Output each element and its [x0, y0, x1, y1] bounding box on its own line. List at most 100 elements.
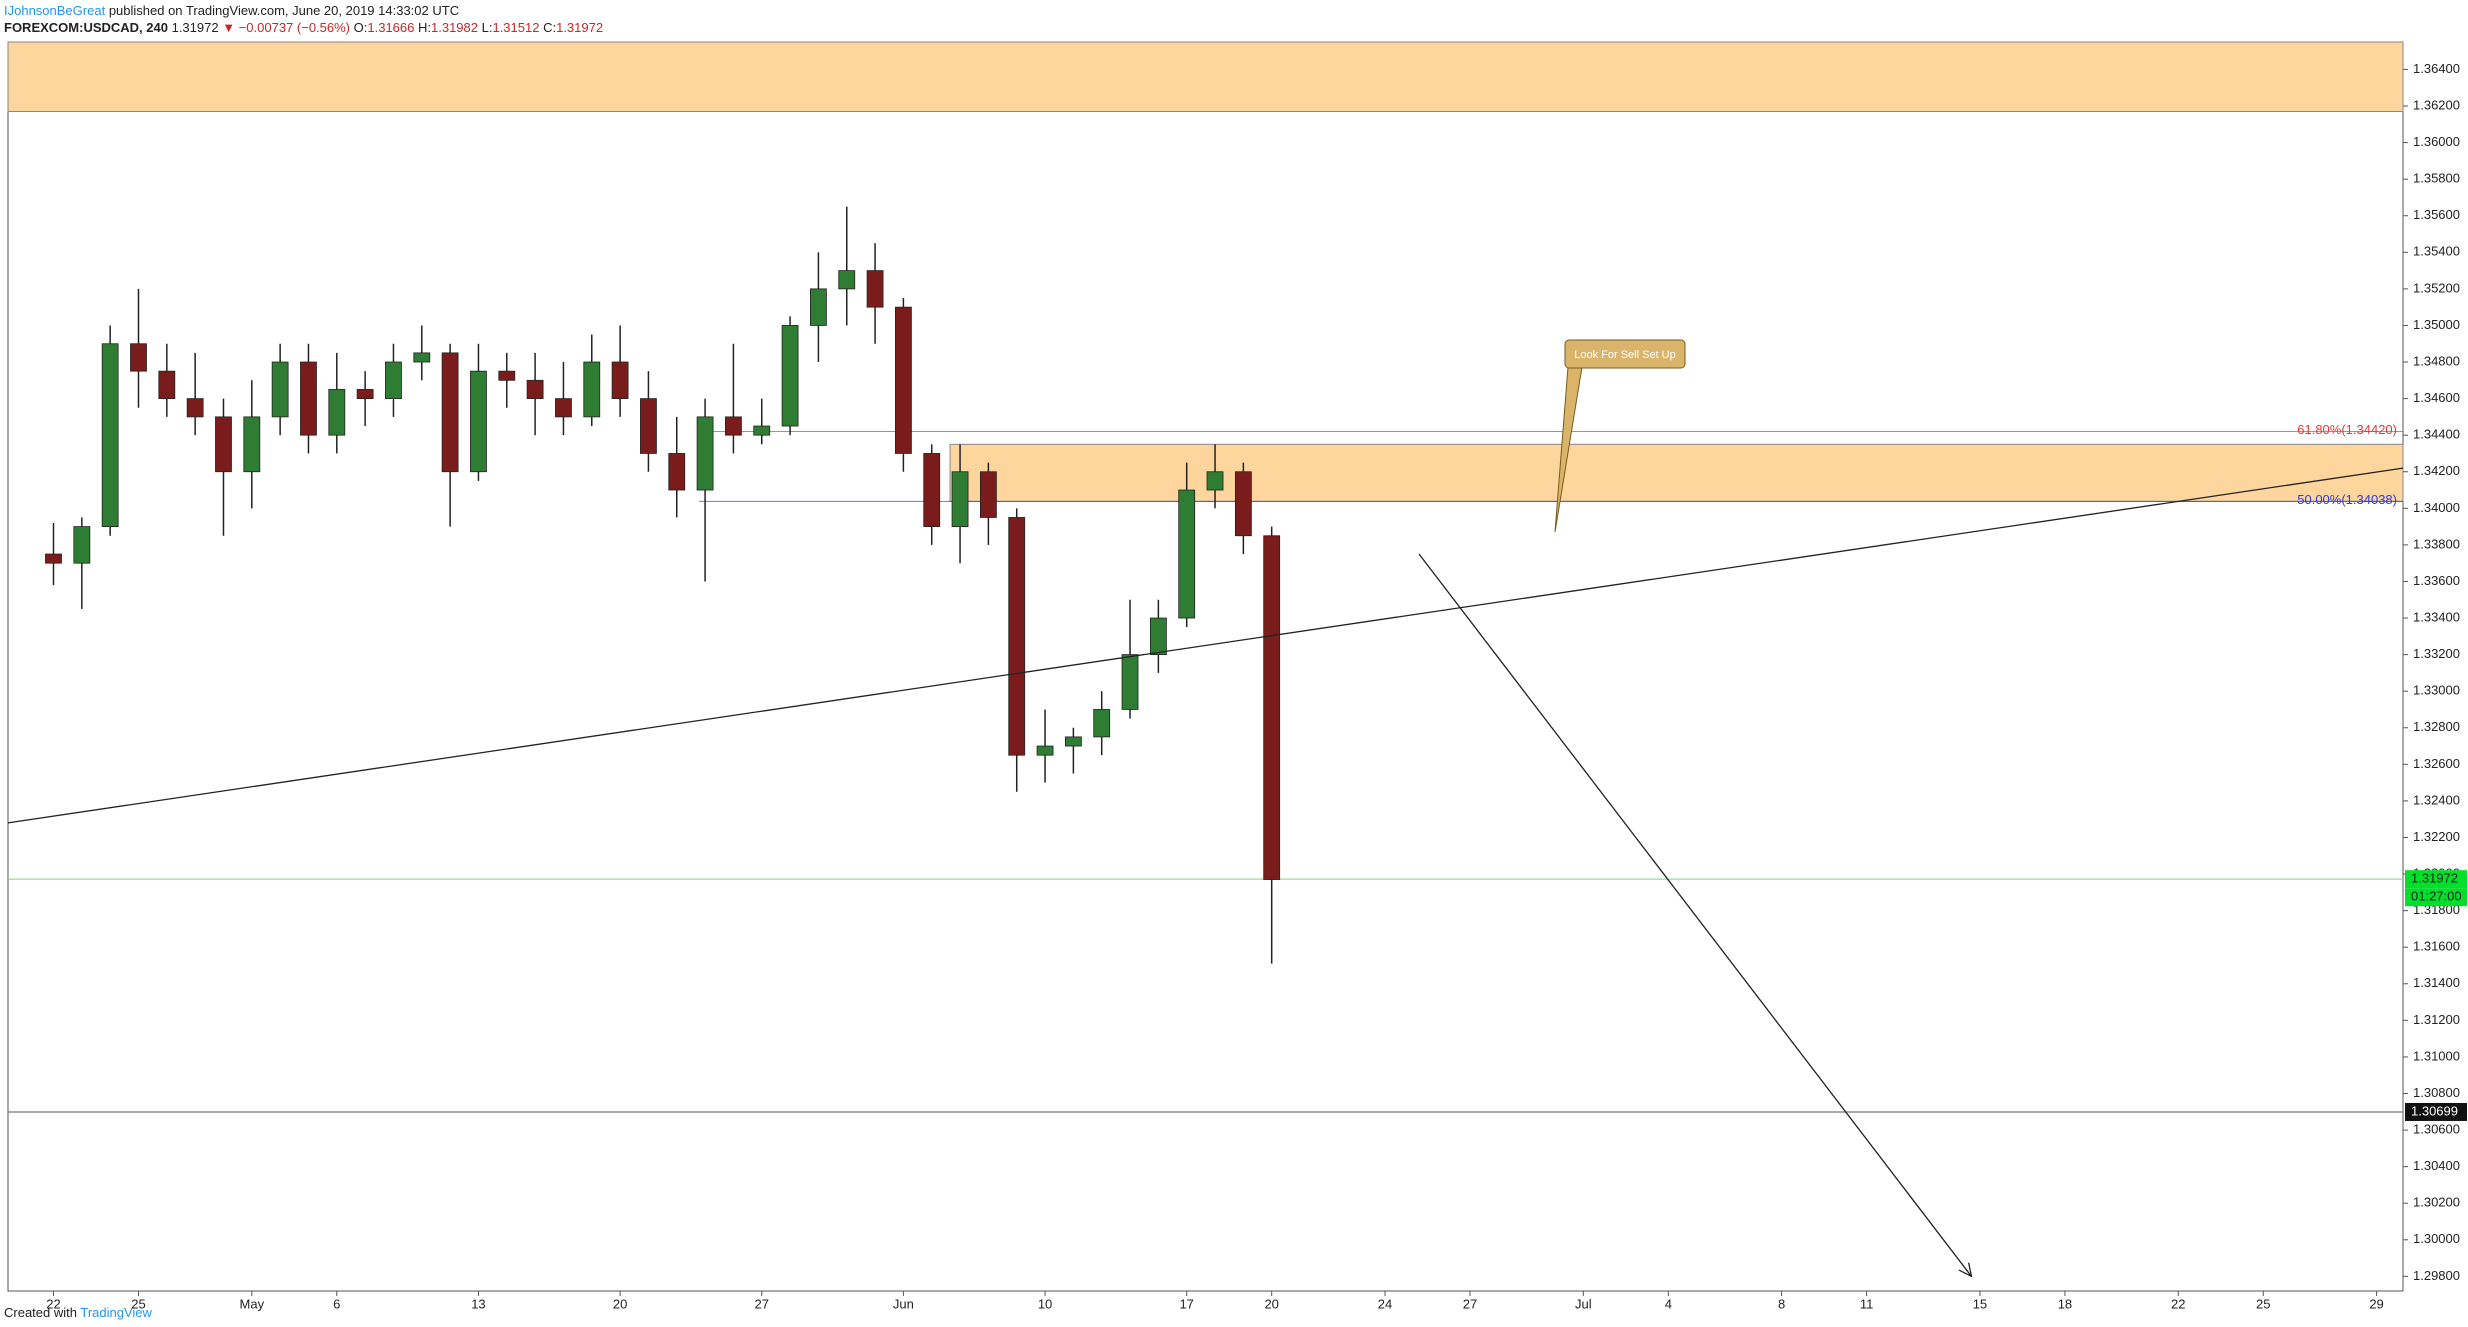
candle-body: [1093, 709, 1111, 738]
x-tick-label: 27: [755, 1296, 769, 1311]
candle-body: [1263, 535, 1281, 880]
y-tick-label: 1.34800: [2413, 353, 2460, 368]
y-tick-label: 1.32400: [2413, 792, 2460, 807]
candle-body: [725, 416, 742, 436]
candle-body: [1149, 617, 1167, 656]
candle-body: [498, 370, 516, 381]
x-tick-label: 6: [333, 1296, 340, 1311]
author[interactable]: IJohnsonBeGreat: [4, 3, 106, 18]
countdown-label: 01:27:00: [2411, 889, 2462, 904]
arrow: [1418, 553, 1972, 1277]
footer: Created with TradingView: [4, 1305, 153, 1320]
y-tick-label: 1.35400: [2413, 244, 2460, 259]
x-tick-label: 22: [2171, 1296, 2185, 1311]
y-tick-label: 1.30200: [2413, 1195, 2460, 1210]
candle-body: [640, 398, 657, 454]
candle-body: [668, 453, 686, 491]
y-tick-label: 1.30600: [2413, 1122, 2460, 1137]
ohlc-label: H:: [418, 20, 431, 35]
callout-box: [1564, 339, 1686, 369]
y-tick-label: 1.30800: [2413, 1085, 2460, 1100]
candle-body: [1036, 745, 1054, 756]
candle-body: [1121, 654, 1139, 710]
candle-body: [1008, 517, 1026, 756]
last: 1.31972: [172, 20, 219, 35]
footer-brand[interactable]: TradingView: [80, 1305, 152, 1320]
y-tick-label: 1.36000: [2413, 134, 2460, 149]
x-tick-label: Jun: [893, 1296, 914, 1311]
fib-label: 61.80%(1.34420): [2297, 422, 2397, 437]
candle-body: [45, 553, 62, 564]
trendline: [7, 467, 2404, 824]
candle-body: [1206, 471, 1224, 491]
candle-body: [215, 416, 232, 473]
candle-body: [1064, 736, 1082, 747]
y-tick-label: 1.35600: [2413, 207, 2460, 222]
ohlc-label: O:: [354, 20, 368, 35]
y-tick-label: 1.35800: [2413, 171, 2460, 186]
x-tick-label: 22: [46, 1296, 60, 1311]
y-tick-label: 1.35000: [2413, 317, 2460, 332]
x-tick-label: 25: [131, 1296, 145, 1311]
x-tick-label: 8: [1778, 1296, 1785, 1311]
candle-body: [158, 370, 176, 399]
zone: [949, 443, 2404, 502]
candle-body: [611, 361, 629, 399]
x-tick-label: 10: [1038, 1296, 1052, 1311]
y-tick-label: 1.31400: [2413, 975, 2460, 990]
ohlc-value: 1.31982: [431, 20, 478, 35]
y-tick-label: 1.33400: [2413, 609, 2460, 624]
y-tick-label: 1.33000: [2413, 683, 2460, 698]
y-tick-label: 1.33800: [2413, 536, 2460, 551]
ohlc-label: C:: [543, 20, 556, 35]
y-tick-label: 1.33600: [2413, 573, 2460, 588]
candle-body: [101, 343, 119, 528]
y-tick-label: 1.30400: [2413, 1158, 2460, 1173]
candle-body: [385, 361, 402, 399]
y-tick-label: 1.35200: [2413, 280, 2460, 295]
candle-body: [696, 416, 714, 491]
candle-body: [895, 306, 912, 454]
y-tick-label: 1.33200: [2413, 646, 2460, 661]
candle-body: [130, 343, 147, 372]
price-badge: [2405, 870, 2467, 889]
candle-body: [583, 361, 601, 418]
y-tick-label: 1.29800: [2413, 1268, 2460, 1283]
footer-created: Created with: [4, 1305, 77, 1320]
candle-body: [781, 325, 799, 427]
candle-body: [1178, 489, 1196, 619]
ohlc-value: 1.31512: [492, 20, 539, 35]
candle-body: [838, 270, 856, 290]
x-tick-label: 24: [1378, 1296, 1392, 1311]
level-badge: [2405, 1102, 2467, 1121]
x-tick-label: 25: [2256, 1296, 2270, 1311]
candle-body: [470, 370, 487, 473]
x-tick-label: 4: [1665, 1296, 1672, 1311]
y-tick-label: 1.34000: [2413, 500, 2460, 515]
candle-body: [243, 416, 261, 473]
x-tick-label: Jul: [1575, 1296, 1592, 1311]
ohlc-value: 1.31972: [556, 20, 603, 35]
plot-frame: [7, 41, 2404, 1292]
candle-body: [979, 471, 997, 518]
candle-body: [413, 352, 431, 363]
candle-body: [300, 361, 317, 436]
candle-body: [753, 425, 771, 436]
candle-body: [526, 379, 544, 399]
y-tick-label: 1.32800: [2413, 719, 2460, 734]
zone: [7, 41, 2404, 112]
candle-body: [328, 389, 346, 436]
fib-label: 50.00%(1.34038): [2297, 492, 2397, 507]
candle-body: [1234, 471, 1252, 537]
candle-body: [866, 270, 884, 308]
level-badge-label: 1.30699: [2411, 1103, 2458, 1118]
y-tick-label: 1.32200: [2413, 829, 2460, 844]
x-tick-label: 13: [471, 1296, 485, 1311]
y-tick-label: 1.34200: [2413, 463, 2460, 478]
y-tick-label: 1.34600: [2413, 390, 2460, 405]
y-tick-label: 1.31600: [2413, 939, 2460, 954]
x-tick-label: 20: [1264, 1296, 1278, 1311]
candle-body: [271, 361, 289, 418]
candle-body: [186, 398, 204, 418]
